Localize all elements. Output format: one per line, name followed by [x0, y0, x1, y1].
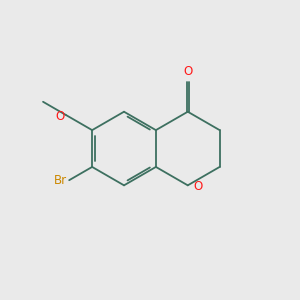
Text: Br: Br — [54, 174, 67, 187]
Text: O: O — [183, 65, 192, 78]
Text: O: O — [56, 110, 65, 123]
Text: O: O — [193, 180, 202, 193]
